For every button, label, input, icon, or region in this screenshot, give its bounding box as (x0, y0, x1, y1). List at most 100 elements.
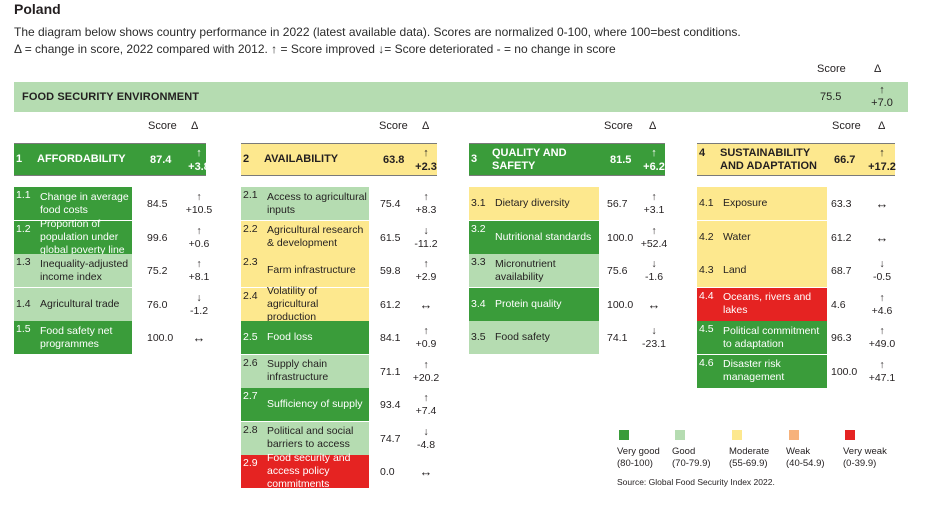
indicator-change-value: -1.6 (644, 271, 664, 283)
category-delta-header: Δ (191, 120, 199, 132)
legend-range: (40-54.9) (786, 458, 825, 469)
indicator-change-value: +49.0 (868, 338, 896, 350)
indicator-name: Food security and access policy commitme… (267, 452, 351, 490)
indicator-change-value: +0.9 (415, 338, 437, 350)
indicator-name: Agricultural trade (40, 297, 120, 310)
indicator-label-cell: 4.6 Disaster risk management (697, 354, 827, 388)
indicator-row: 2.1 Access to agricultural inputs 75.4 ↑ +8.… (241, 187, 437, 220)
indicator-change-value: +8.1 (188, 271, 210, 283)
indicator-change-value: +7.4 (415, 405, 437, 417)
no-change-arrow-icon: ↔ (419, 296, 433, 312)
category-number: 2 (243, 153, 250, 165)
indicator-score: 61.5 (379, 230, 402, 245)
indicator-row: 3.2 Nutritional standards 100.0 ↑ +52.4 (469, 220, 667, 254)
indicator-change-value: +10.5 (185, 204, 213, 216)
indicator-change-value: -4.8 (416, 438, 436, 451)
indicator-name: Food safety net programmes (40, 324, 113, 350)
indicator-label-cell: 3.2 Nutritional standards (469, 220, 599, 254)
indicator-name: Land (723, 264, 747, 276)
up-arrow-icon: ↑ (196, 224, 202, 237)
indicator-change: ↔ (411, 465, 441, 478)
intro-text-line-1: The diagram below shows country performa… (14, 25, 741, 39)
indicator-change: ↓ -1.6 (639, 258, 669, 284)
indicator-name: Change in average food costs (40, 190, 129, 216)
category-number: 1 (16, 153, 23, 165)
indicator-name: Food loss (267, 331, 313, 343)
indicator-label-cell: 2.3 Farm infrastructure (241, 254, 369, 287)
indicator-name: Inequality-adjusted income index (40, 257, 129, 283)
category-name: QUALITY AND SAFETY (492, 146, 567, 172)
indicator-name: Supply chain infrastructure (267, 358, 329, 383)
indicator-row: 4.3 Land 68.7 ↓ -0.5 (697, 254, 895, 287)
no-change-arrow-icon: ↔ (647, 296, 661, 312)
indicator-label-cell: 3.1 Dietary diversity (469, 187, 599, 220)
legend-label: Weak (40-54.9) (786, 446, 825, 470)
indicator-number: 4.1 (699, 197, 714, 209)
indicator-number: 1.3 (16, 256, 31, 268)
indicator-label-cell: 4.2 Water (697, 220, 827, 254)
indicator-row: 3.1 Dietary diversity 56.7 ↑ +3.1 (469, 187, 665, 220)
indicator-score: 59.8 (379, 264, 402, 278)
page-title: Poland (14, 1, 61, 17)
indicator-change-value: +0.6 (188, 237, 210, 250)
category-label: 4 SUSTAINABILITY AND ADAPTATION (699, 144, 829, 175)
indicator-name: Volatility of agricultural production (267, 284, 319, 323)
indicator-change: ↑ +3.1 (639, 191, 669, 217)
indicator-label-cell: 3.3 Micronutrient availability (469, 254, 599, 287)
indicator-row: 4.6 Disaster risk management 100.0 ↑ +47.1 (697, 354, 896, 388)
category-change-value: +17.2 (868, 161, 896, 173)
indicator-number: 1.2 (16, 222, 31, 235)
indicator-number: 4.2 (699, 230, 714, 243)
indicator-score: 61.2 (830, 230, 853, 245)
indicator-label-cell: 2.9 Food security and access policy commi… (241, 452, 369, 490)
environment-delta-header: Δ (874, 63, 882, 75)
indicator-change-value: +47.1 (868, 371, 896, 384)
category-score: 66.7 (834, 154, 856, 166)
up-arrow-icon: ↑ (879, 325, 885, 337)
indicator-row: 3.5 Food safety 74.1 ↓ -23.1 (469, 321, 666, 354)
indicator-row: 3.4 Protein quality 100.0 ↔ (469, 287, 665, 321)
no-change-arrow-icon: ↔ (419, 464, 433, 479)
indicator-score: 74.1 (606, 331, 629, 345)
indicator-name: Protein quality (495, 297, 562, 310)
indicator-number: 4.6 (699, 356, 714, 369)
category-change-value: +6.2 (643, 161, 665, 173)
legend-range: (80-100) (617, 458, 653, 469)
up-arrow-icon: ↑ (196, 191, 202, 203)
indicator-row: 1.5 Food safety net programmes 100.0 ↔ (14, 321, 206, 354)
down-arrow-icon: ↓ (196, 291, 202, 304)
indicator-change-value: +4.6 (871, 304, 893, 317)
category-label: 3 QUALITY AND SAFETY (471, 144, 601, 175)
indicator-score: 4.6 (830, 297, 847, 312)
category-number: 4 (699, 147, 706, 159)
indicator-number: 2.6 (243, 356, 258, 369)
indicator-change: ↑ +4.6 (867, 292, 897, 318)
indicator-label-cell: 1.1 Change in average food costs (14, 187, 132, 220)
intro-text-line-2: Δ = change in score, 2022 compared with … (14, 42, 616, 56)
indicator-label-cell: 2.8 Political and social barriers to acce… (241, 421, 369, 455)
indicator-name: Exposure (723, 197, 768, 209)
indicator-score: 100.0 (830, 364, 859, 379)
down-arrow-icon: ↓ (423, 224, 429, 237)
indicator-change-value: -23.1 (642, 338, 666, 350)
indicator-score: 93.4 (379, 398, 402, 412)
indicator-name: Access to agricultural inputs (267, 190, 367, 216)
indicator-label-cell: 4.4 Oceans, rivers and lakes (697, 287, 827, 321)
category-header: 1 AFFORDABILITY 87.4 ↑ +3.8 (14, 143, 210, 176)
indicator-change: ↑ +2.9 (411, 258, 441, 284)
indicator-score: 84.1 (379, 331, 402, 345)
indicator-number: 2.9 (243, 457, 258, 469)
no-change-arrow-icon: ↔ (875, 229, 889, 245)
indicator-score: 99.6 (146, 230, 169, 245)
indicator-score: 96.3 (830, 331, 853, 345)
indicator-label-cell: 1.2 Proportion of population under global… (14, 218, 132, 256)
indicator-change-value: +3.1 (643, 204, 665, 216)
indicator-row: 2.8 Political and social barriers to acce… (241, 421, 437, 455)
indicator-label-cell: 3.5 Food safety (469, 321, 599, 354)
no-change-arrow-icon: ↔ (192, 330, 206, 345)
indicator-change: ↔ (411, 298, 441, 311)
indicator-change: ↑ +0.9 (411, 325, 441, 351)
category-change: ↑ +17.2 (867, 146, 897, 174)
indicator-number: 3.3 (471, 256, 486, 268)
category-header: 4 SUSTAINABILITY AND ADAPTATION 66.7 ↑ +17.2 (697, 143, 897, 176)
